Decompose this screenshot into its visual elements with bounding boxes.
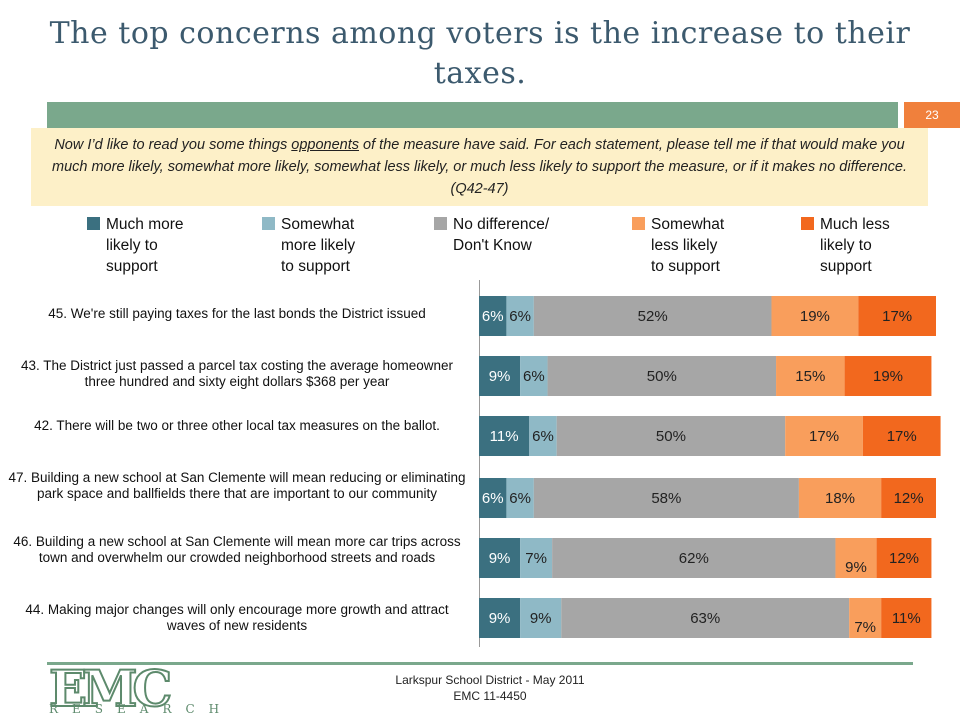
bar-q45-much-less bbox=[858, 296, 936, 336]
label-q45-much-more: 6% bbox=[482, 308, 504, 325]
bar-q45-much-more bbox=[479, 296, 507, 336]
legend-label-no-difference: No difference/ Don't Know bbox=[453, 216, 550, 254]
label-q47-much-less: 12% bbox=[894, 490, 924, 507]
label-q44-somewhat-less: 7% bbox=[854, 619, 876, 636]
label-q45-much-less: 17% bbox=[882, 308, 912, 325]
legend-item-much-more: Much more likely to support bbox=[87, 214, 184, 277]
row-label-q45: 45. We're still paying taxes for the las… bbox=[48, 306, 426, 321]
bar-q42-somewhat-less bbox=[785, 416, 863, 456]
bar-q46-much-less bbox=[876, 538, 932, 578]
emc-logo: EMC RESEARCH bbox=[47, 659, 219, 718]
legend-item-somewhat-less: Somewhat less likely to support bbox=[632, 214, 724, 277]
label-q43-somewhat-more: 6% bbox=[523, 368, 545, 385]
label-q44-much-less: 11% bbox=[892, 610, 921, 627]
bar-q44-much-more bbox=[479, 598, 521, 638]
label-q47-somewhat-less: 18% bbox=[825, 490, 855, 507]
page-number: 23 bbox=[904, 102, 960, 128]
bar-q46-much-more bbox=[479, 538, 521, 578]
bar-q47-much-more bbox=[479, 478, 507, 518]
label-q45-somewhat-less: 19% bbox=[800, 308, 830, 325]
bar-q43-somewhat-less bbox=[776, 356, 845, 396]
label-q46-much-more: 9% bbox=[489, 550, 511, 567]
label-q46-much-less: 12% bbox=[889, 550, 919, 567]
bar-q45-somewhat-more bbox=[506, 296, 534, 336]
intro-text-underlined: opponents bbox=[291, 137, 360, 153]
bar-q42-much-less bbox=[862, 416, 941, 456]
label-q44-no-difference: 63% bbox=[690, 610, 720, 627]
question-intro: Now I’d like to read you some things opp… bbox=[31, 128, 928, 206]
bar-q44-somewhat-less bbox=[849, 598, 882, 638]
footer-text: Larkspur School District - May 2011 EMC … bbox=[340, 672, 640, 704]
label-q44-much-more: 9% bbox=[489, 610, 511, 627]
label-q42-somewhat-less: 17% bbox=[809, 428, 839, 445]
footer-divider bbox=[47, 662, 913, 665]
label-q46-somewhat-more: 7% bbox=[525, 550, 547, 567]
legend-label-somewhat-less: Somewhat less likely to support bbox=[651, 216, 725, 275]
chart-legend: Much more likely to support Somewhat mor… bbox=[0, 214, 960, 280]
label-q47-somewhat-more: 6% bbox=[509, 490, 531, 507]
label-q42-no-difference: 50% bbox=[656, 428, 686, 445]
label-q45-somewhat-more: 6% bbox=[509, 308, 531, 325]
bar-q47-no-difference bbox=[533, 478, 799, 518]
legend-label-much-more: Much more likely to support bbox=[106, 216, 184, 275]
bar-q43-somewhat-more bbox=[520, 356, 548, 396]
bar-q44-much-less bbox=[881, 598, 932, 638]
label-q43-much-more: 9% bbox=[489, 368, 511, 385]
bar-q42-somewhat-more bbox=[529, 416, 557, 456]
legend-swatch-much-less bbox=[801, 217, 814, 230]
chart-axis-line bbox=[479, 280, 480, 647]
label-q45-no-difference: 52% bbox=[638, 308, 668, 325]
bar-q42-no-difference bbox=[556, 416, 786, 456]
bar-q43-no-difference bbox=[547, 356, 777, 396]
header-accent-bar bbox=[47, 102, 898, 128]
label-q42-much-less: 17% bbox=[887, 428, 917, 445]
bar-q47-somewhat-more bbox=[506, 478, 534, 518]
label-q42-somewhat-more: 6% bbox=[532, 428, 554, 445]
legend-swatch-somewhat-more bbox=[262, 217, 275, 230]
bar-q42-much-more bbox=[479, 416, 530, 456]
footer-line-2: EMC 11-4450 bbox=[453, 689, 527, 703]
bar-q46-no-difference bbox=[552, 538, 836, 578]
label-q43-no-difference: 50% bbox=[647, 368, 677, 385]
row-label-q42: 42. There will be two or three other loc… bbox=[34, 418, 440, 433]
label-q47-no-difference: 58% bbox=[651, 490, 681, 507]
label-q47-much-more: 6% bbox=[482, 490, 504, 507]
row-label-q44: 44. Making major changes will only encou… bbox=[25, 602, 449, 633]
bar-q43-much-more bbox=[479, 356, 521, 396]
row-label-q43: 43. The District just passed a parcel ta… bbox=[21, 358, 453, 389]
legend-label-much-less: Much less likely to support bbox=[820, 216, 890, 275]
slide-title: The top concerns among voters is the inc… bbox=[49, 16, 911, 91]
label-q42-much-more: 11% bbox=[490, 428, 519, 445]
intro-text-start: Now I’d like to read you some things bbox=[54, 137, 292, 153]
logo-wordmark: EMC bbox=[48, 659, 173, 718]
bar-q46-somewhat-less bbox=[835, 538, 877, 578]
row-label-q47: 47. Building a new school at San Clement… bbox=[8, 470, 466, 501]
bar-q44-no-difference bbox=[561, 598, 850, 638]
row-label-q46: 46. Building a new school at San Clement… bbox=[13, 534, 461, 565]
label-q46-no-difference: 62% bbox=[679, 550, 709, 567]
label-q44-somewhat-more: 9% bbox=[530, 610, 552, 627]
legend-item-somewhat-more: Somewhat more likely to support bbox=[262, 214, 355, 277]
bar-q46-somewhat-more bbox=[520, 538, 553, 578]
legend-item-much-less: Much less likely to support bbox=[801, 214, 890, 277]
legend-swatch-somewhat-less bbox=[632, 217, 645, 230]
legend-label-somewhat-more: Somewhat more likely to support bbox=[281, 216, 356, 275]
bar-q44-somewhat-more bbox=[520, 598, 562, 638]
bar-q47-much-less bbox=[881, 478, 936, 518]
legend-swatch-no-difference bbox=[434, 217, 447, 230]
bar-q43-much-less bbox=[844, 356, 932, 396]
bar-q45-no-difference bbox=[533, 296, 772, 336]
footer-line-1: Larkspur School District - May 2011 bbox=[395, 673, 585, 687]
label-q43-somewhat-less: 15% bbox=[795, 368, 825, 385]
intro-text-end: of the measure have said. For each state… bbox=[51, 137, 907, 197]
logo-subtitle: RESEARCH bbox=[49, 702, 234, 716]
label-q43-much-less: 19% bbox=[873, 368, 903, 385]
legend-item-no-difference: No difference/ Don't Know bbox=[434, 214, 549, 256]
bar-q47-somewhat-less bbox=[798, 478, 882, 518]
bar-q45-somewhat-less bbox=[771, 296, 859, 336]
legend-swatch-much-more bbox=[87, 217, 100, 230]
label-q46-somewhat-less: 9% bbox=[845, 559, 867, 576]
